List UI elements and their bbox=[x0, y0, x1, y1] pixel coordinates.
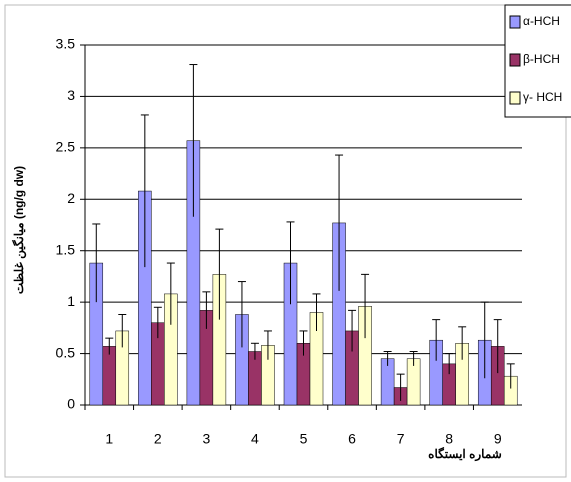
y-axis-label: میانگین غلظت (ng/g dw) bbox=[11, 166, 27, 294]
y-tick-label: 2 bbox=[67, 190, 75, 206]
x-tick-label: 8 bbox=[445, 431, 453, 447]
x-tick-label: 7 bbox=[397, 431, 405, 447]
legend-swatch bbox=[509, 15, 521, 29]
y-tick-label: 1.5 bbox=[56, 241, 76, 257]
y-tick-label: 0 bbox=[67, 396, 75, 412]
bar bbox=[102, 346, 117, 406]
x-axis-label: شماره ایستگاه bbox=[428, 446, 502, 462]
x-tick-label: 9 bbox=[494, 431, 502, 447]
y-tick-label: 2.5 bbox=[56, 139, 76, 155]
legend-label: β-HCH bbox=[523, 52, 560, 66]
x-tick-label: 5 bbox=[300, 431, 308, 447]
legend-swatch bbox=[509, 91, 521, 105]
x-tick-label: 1 bbox=[105, 431, 113, 447]
legend-swatch bbox=[509, 53, 521, 67]
y-tick-label: 1 bbox=[67, 293, 75, 309]
legend-label: α-HCH bbox=[523, 14, 560, 28]
x-tick-label: 2 bbox=[154, 431, 162, 447]
legend-label: γ- HCH bbox=[523, 90, 562, 104]
y-tick-label: 3 bbox=[67, 87, 75, 103]
x-tick-label: 4 bbox=[251, 431, 259, 447]
chart-frame bbox=[4, 4, 567, 478]
x-tick-label: 3 bbox=[202, 431, 210, 447]
y-tick-label: 3.5 bbox=[56, 36, 76, 52]
y-tick-label: 0.5 bbox=[56, 344, 76, 360]
x-tick-label: 6 bbox=[348, 431, 356, 447]
